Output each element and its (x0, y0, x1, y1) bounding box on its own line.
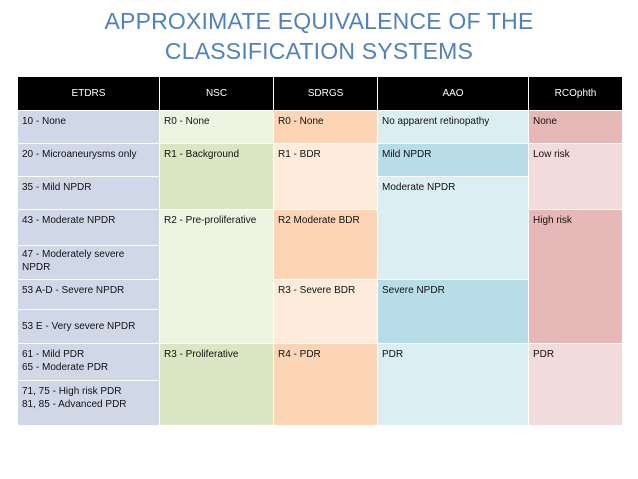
header-etdrs: ETDRS (17, 76, 160, 111)
etdrs-cell: 35 - Mild NPDR (17, 176, 160, 210)
table-row: 71, 75 - High risk PDR 81, 85 - Advanced… (17, 380, 623, 426)
sdrgs-cell: R4 - PDR (273, 343, 378, 426)
sdrgs-cell: R3 - Severe BDR (273, 279, 378, 344)
etdrs-cell: 61 - Mild PDR 65 - Moderate PDR (17, 343, 160, 381)
etdrs-cell: 47 - Moderately severe NPDR (17, 245, 160, 280)
title-line-2: CLASSIFICATION SYSTEMS (164, 38, 474, 64)
aao-cell: Severe NPDR (377, 279, 529, 344)
classification-table: ETDRS NSC SDRGS AAO RCOphth 10 - None R0… (17, 76, 623, 426)
table-row: 61 - Mild PDR 65 - Moderate PDR R3 - Pro… (17, 343, 623, 426)
nsc-cell: R1 - Background (159, 143, 274, 210)
table-row: 53 E - Very severe NPDR (17, 309, 623, 344)
table-row: 10 - None R0 - None R0 - None No apparen… (17, 110, 623, 144)
nsc-cell: R2 - Pre-proliferative (159, 209, 274, 344)
etdrs-cell: 53 A-D - Severe NPDR (17, 279, 160, 310)
rcophth-cell: High risk (528, 209, 623, 344)
sdrgs-cell: R1 - BDR (273, 143, 378, 210)
nsc-cell: R0 - None (159, 110, 274, 144)
etdrs-cell: 43 - Moderate NPDR (17, 209, 160, 246)
header-rcophth: RCOphth (528, 76, 623, 111)
etdrs-cell: 53 E - Very severe NPDR (17, 309, 160, 344)
etdrs-cell: 10 - None (17, 110, 160, 144)
aao-cell: Mild NPDR (377, 143, 529, 177)
nsc-cell: R3 - Proliferative (159, 343, 274, 426)
aao-cell: PDR (377, 343, 529, 426)
aao-cell: No apparent retinopathy (377, 110, 529, 144)
etdrs-cell: 20 - Microaneurysms only (17, 143, 160, 177)
header-nsc: NSC (159, 76, 274, 111)
etdrs-cell: 71, 75 - High risk PDR 81, 85 - Advanced… (17, 380, 160, 426)
table-row: 53 A-D - Severe NPDR R3 - Severe BDR Sev… (17, 279, 623, 344)
sdrgs-cell: R0 - None (273, 110, 378, 144)
rcophth-cell: None (528, 110, 623, 144)
header-aao: AAO (377, 76, 529, 111)
sdrgs-cell: R2 Moderate BDR (273, 209, 378, 280)
page-title: APPROXIMATE EQUIVALENCE OF THE CLASSIFIC… (0, 6, 638, 66)
aao-cell: Moderate NPDR (377, 176, 529, 280)
table-row: 47 - Moderately severe NPDR (17, 245, 623, 280)
header-sdrgs: SDRGS (273, 76, 378, 111)
rcophth-cell: Low risk (528, 143, 623, 210)
table-row: 43 - Moderate NPDR R2 - Pre-proliferativ… (17, 209, 623, 344)
header-row: ETDRS NSC SDRGS AAO RCOphth (17, 76, 623, 111)
table-row: 20 - Microaneurysms only R1 - Background… (17, 143, 623, 210)
title-line-1: APPROXIMATE EQUIVALENCE OF THE (104, 8, 534, 34)
rcophth-cell: PDR (528, 343, 623, 426)
